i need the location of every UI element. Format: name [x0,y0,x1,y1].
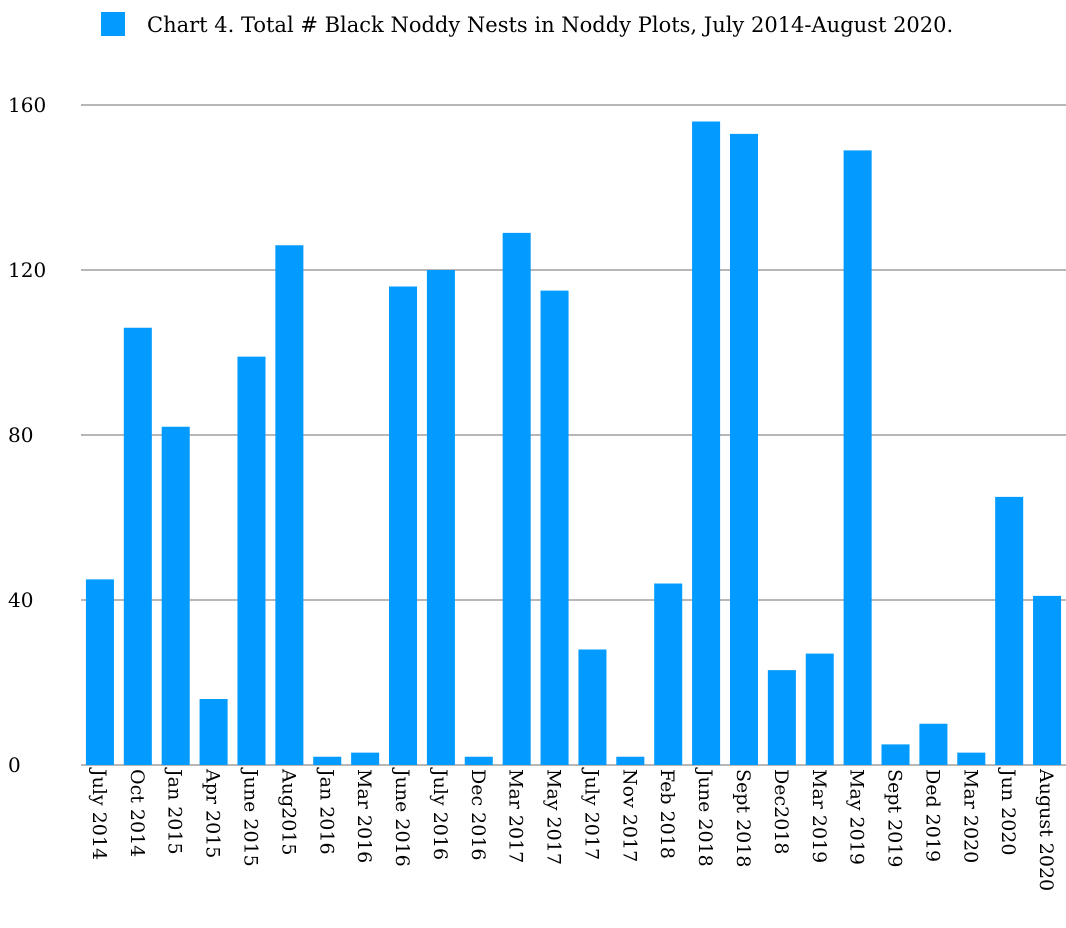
bar [540,290,569,766]
x-tick-label: July 2014 [88,767,110,860]
bar [123,327,152,765]
x-tick-label: Mar 2020 [959,769,981,863]
bar [351,752,380,766]
bar [995,496,1024,766]
y-axis-tick-labels: 0 40 80 120 160 [8,93,46,777]
bar [843,150,872,766]
x-tick-label: June 2018 [694,767,716,867]
x-axis-category-labels: July 2014 Oct 2014 Jan 2015 Apr 2015 June 20… [88,767,1057,891]
gridlines [81,104,1066,766]
x-tick-label: Feb 2018 [656,769,678,859]
legend-swatch [101,12,125,36]
x-tick-label: June 2015 [239,767,261,867]
bar [237,356,266,766]
x-tick-label: Mar 2016 [353,769,375,863]
legend: Chart 4. Total # Black Noddy Nests in No… [101,12,953,37]
legend-label: Chart 4. Total # Black Noddy Nests in No… [147,13,953,37]
x-tick-label: May 2019 [846,769,868,865]
bar [957,752,986,766]
bar [729,133,758,766]
y-tick-label: 80 [8,423,33,447]
x-tick-label: Sept 2019 [884,769,906,867]
x-tick-label: Dec2018 [770,769,792,854]
bar [767,670,796,766]
bar [161,426,190,765]
x-tick-label: Oct 2014 [126,769,148,857]
x-tick-label: Mar 2019 [808,769,830,863]
bar [502,232,531,766]
bar [805,653,834,766]
y-tick-label: 160 [8,93,46,117]
x-tick-label: Apr 2015 [202,768,224,858]
bar [275,245,304,765]
x-tick-label: Jun 2020 [997,767,1019,855]
x-tick-label: Aug2015 [277,768,299,855]
x-tick-label: Sept 2018 [732,769,754,867]
bars [85,121,1062,766]
bar [313,756,342,765]
bar [199,699,228,765]
y-tick-label: 40 [8,588,33,612]
x-tick-label: Nov 2017 [618,769,640,862]
y-tick-label: 120 [8,258,46,282]
bar [1033,595,1062,766]
y-tick-label: 0 [8,753,21,777]
bar [426,270,455,765]
x-tick-label: August 2020 [1035,768,1057,891]
x-tick-label: May 2017 [543,769,565,865]
bar [464,756,493,765]
bar [578,649,607,765]
bar [692,121,721,765]
x-tick-label: Mar 2017 [505,769,527,863]
x-tick-label: Ded 2019 [921,769,943,862]
bar [881,744,910,766]
x-tick-label: July 2016 [429,767,451,860]
bar [389,286,418,765]
bar [616,756,645,765]
x-tick-label: Jan 2015 [164,767,186,855]
x-tick-label: Jan 2016 [315,767,337,855]
x-tick-label: July 2017 [580,767,602,860]
bar [919,723,948,765]
bar [85,579,114,766]
bar [654,583,683,765]
x-tick-label: June 2016 [391,767,413,867]
x-tick-label: Dec 2016 [467,769,489,861]
